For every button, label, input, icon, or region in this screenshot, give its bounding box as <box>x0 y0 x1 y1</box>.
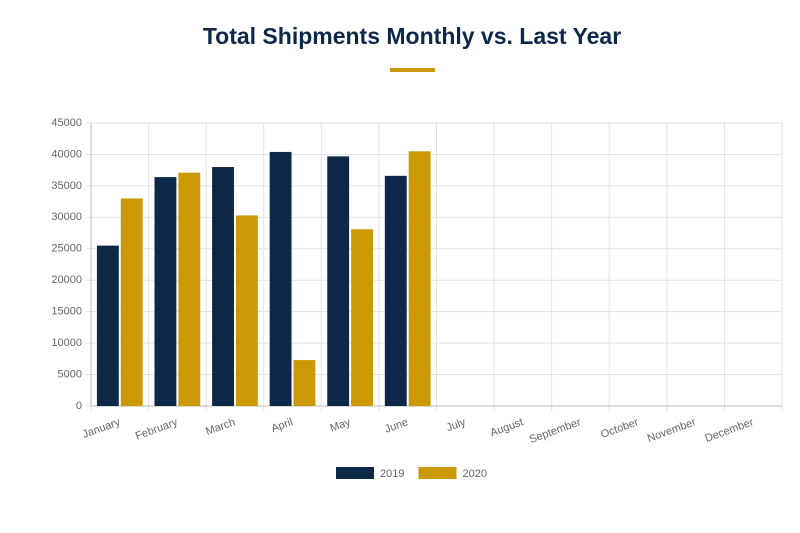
x-tick-label: May <box>329 416 353 435</box>
bar <box>327 156 350 406</box>
bar <box>212 167 234 406</box>
x-tick-label: November <box>646 416 698 445</box>
y-tick-label: 30000 <box>51 211 82 223</box>
y-tick-label: 5000 <box>58 368 82 380</box>
bar <box>154 177 177 406</box>
x-tick-label: December <box>703 416 755 445</box>
bar <box>408 151 431 406</box>
bar <box>178 172 201 406</box>
y-tick-label: 0 <box>76 400 82 412</box>
legend-label: 2019 <box>380 468 404 480</box>
legend-swatch <box>418 467 457 479</box>
x-tick-label: September <box>528 416 583 446</box>
x-tick-label: February <box>134 416 180 443</box>
x-tick-label: March <box>204 416 237 438</box>
bar <box>235 215 258 406</box>
y-tick-label: 45000 <box>51 117 82 129</box>
x-tick-label: July <box>445 416 468 434</box>
bar <box>351 229 374 406</box>
bar <box>269 151 292 406</box>
y-tick-label: 10000 <box>51 337 82 349</box>
legend-label: 2020 <box>462 468 486 480</box>
legend-swatch <box>336 467 374 479</box>
x-tick-label: October <box>599 416 640 441</box>
bar <box>120 198 143 406</box>
bar <box>293 360 316 406</box>
bar <box>384 175 407 406</box>
x-tick-label: August <box>489 416 525 439</box>
y-tick-label: 20000 <box>51 274 82 286</box>
x-tick-label: June <box>383 416 410 435</box>
x-tick-label: January <box>81 416 122 441</box>
y-tick-label: 15000 <box>51 306 82 318</box>
title-underline <box>390 68 435 72</box>
y-tick-label: 25000 <box>51 243 82 255</box>
chart-title: Total Shipments Monthly vs. Last Year <box>203 23 621 49</box>
y-tick-label: 40000 <box>51 148 82 160</box>
y-tick-label: 35000 <box>51 180 82 192</box>
x-tick-label: April <box>270 416 295 435</box>
bar <box>96 245 119 406</box>
